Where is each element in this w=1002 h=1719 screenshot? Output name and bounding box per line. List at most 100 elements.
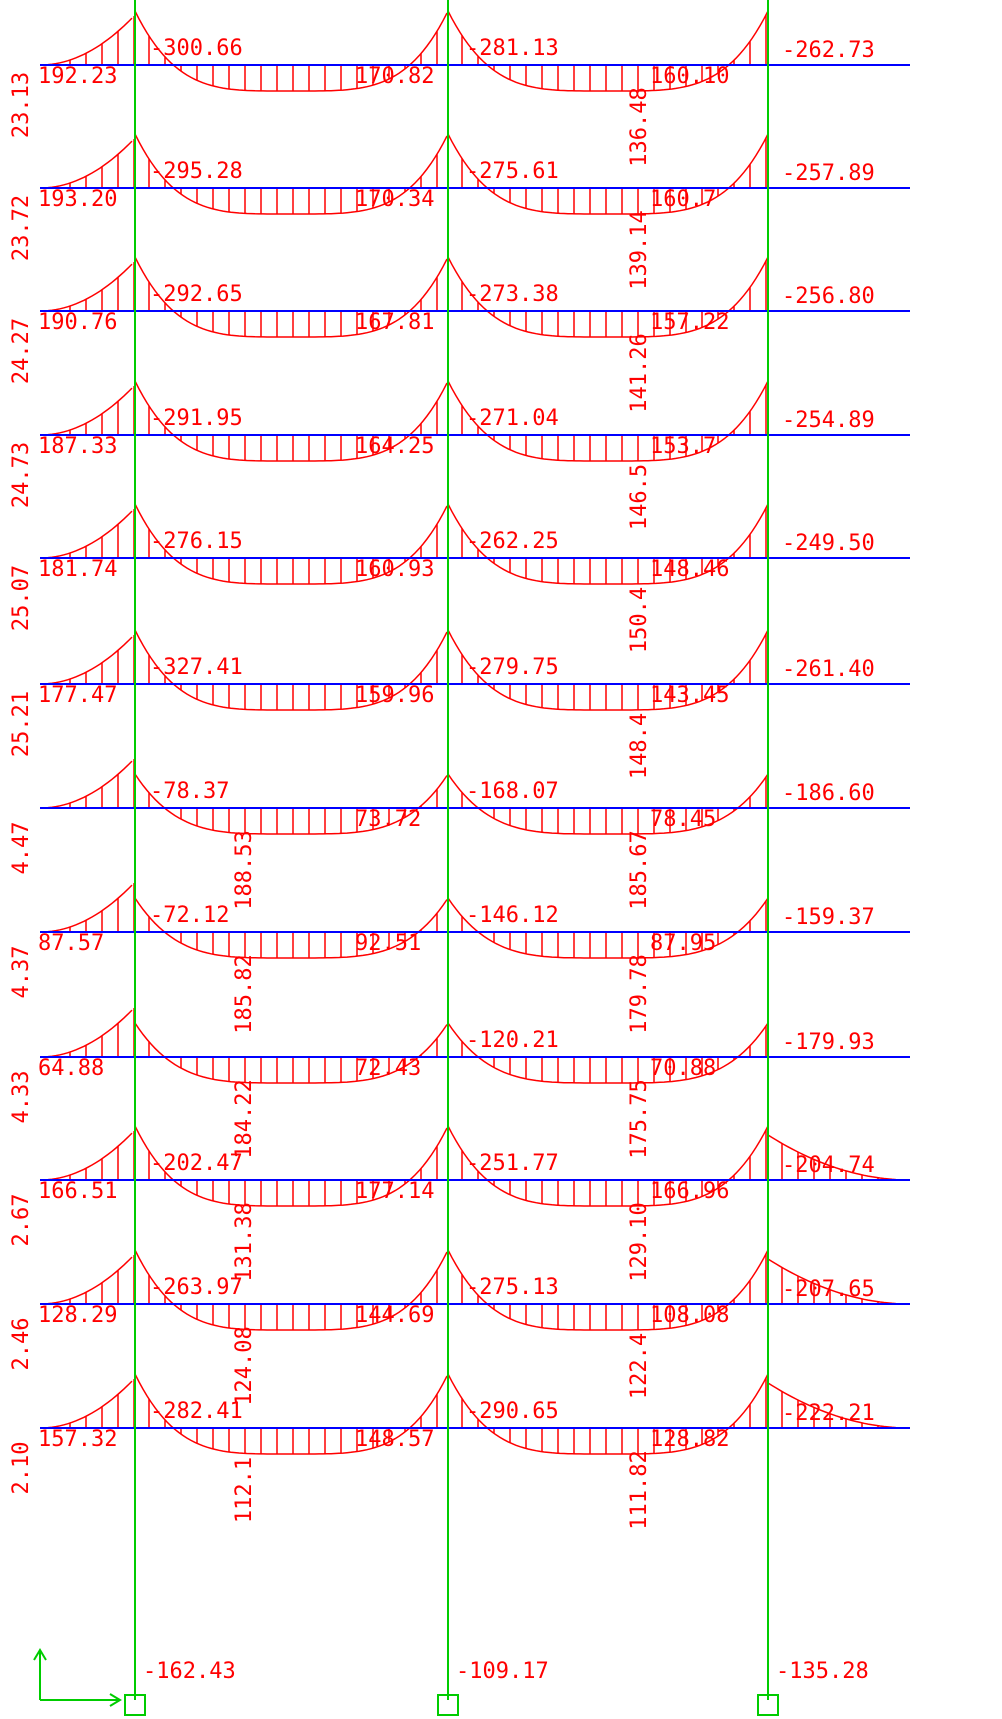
- moment-label: 148.46: [650, 557, 729, 582]
- moment-label: 192.23: [38, 64, 117, 89]
- moment-label: -179.93: [782, 1030, 875, 1055]
- moment-label: 72.43: [355, 1056, 421, 1081]
- moment-label: 170.34: [355, 187, 434, 212]
- span-label: 179.78: [627, 954, 652, 1033]
- moment-curve: [39, 140, 133, 189]
- moment-label: 87.57: [38, 931, 104, 956]
- moment-curve: [134, 897, 448, 959]
- moment-label: -290.65: [466, 1399, 559, 1424]
- span-label: 112.1: [232, 1457, 257, 1523]
- span-label: 185.67: [627, 830, 652, 909]
- support: [124, 1694, 146, 1716]
- moment-label: 166.96: [650, 1179, 729, 1204]
- span-label: 124.08: [232, 1326, 257, 1405]
- moment-label: 170.82: [355, 64, 434, 89]
- moment-label: -276.15: [150, 529, 243, 554]
- moment-label: -295.28: [150, 159, 243, 184]
- moment-curve: [39, 636, 133, 685]
- story-label: 23.13: [9, 72, 34, 138]
- moment-label: -249.50: [782, 531, 875, 556]
- span-label: 111.82: [627, 1450, 652, 1529]
- moment-label: -251.77: [466, 1151, 559, 1176]
- moment-label: 143.45: [650, 683, 729, 708]
- span-label: 129.10: [627, 1202, 652, 1281]
- base-label: -135.28: [776, 1659, 869, 1684]
- story-label: 2.67: [9, 1194, 34, 1247]
- moment-label: -300.66: [150, 36, 243, 61]
- moment-label: 177.47: [38, 683, 117, 708]
- span-label: 122.4: [627, 1333, 652, 1399]
- moment-curve: [39, 1132, 133, 1181]
- moment-label: 160.93: [355, 557, 434, 582]
- story-label: 4.47: [9, 822, 34, 875]
- moment-label: -263.97: [150, 1275, 243, 1300]
- moment-curve: [134, 1125, 448, 1207]
- moment-label: -120.21: [466, 1028, 559, 1053]
- axis-icon: [33, 1648, 122, 1707]
- moment-curve: [447, 1022, 769, 1084]
- story-label: 23.72: [9, 195, 34, 261]
- moment-curve: [134, 10, 448, 92]
- moment-label: 181.74: [38, 557, 117, 582]
- story-label: 4.33: [9, 1071, 34, 1124]
- moment-label: 87.95: [650, 931, 716, 956]
- moment-label: -279.75: [466, 655, 559, 680]
- moment-label: 193.20: [38, 187, 117, 212]
- span-label: 150.4: [627, 587, 652, 653]
- moment-label: 157.22: [650, 310, 729, 335]
- span-label: 131.38: [232, 1202, 257, 1281]
- moment-curve: [134, 773, 448, 835]
- moment-curve: [447, 629, 769, 711]
- moment-curve: [447, 256, 769, 338]
- moment-curve: [447, 10, 769, 92]
- span-label: 148.4: [627, 713, 652, 779]
- story-label: 2.10: [9, 1442, 34, 1495]
- moment-label: -168.07: [466, 779, 559, 804]
- moment-label: 190.76: [38, 310, 117, 335]
- story-label: 2.46: [9, 1318, 34, 1371]
- moment-label: 92.51: [355, 931, 421, 956]
- moment-curve: [447, 1373, 769, 1455]
- moment-label: 177.14: [355, 1179, 434, 1204]
- moment-label: -78.37: [150, 779, 229, 804]
- moment-curve: [767, 1382, 909, 1429]
- moment-label: -222.21: [782, 1401, 875, 1426]
- span-label: 146.5: [627, 464, 652, 530]
- moment-label: -207.65: [782, 1277, 875, 1302]
- story-label: 25.21: [9, 691, 34, 757]
- moment-curve: [39, 884, 133, 933]
- moment-label: 187.33: [38, 434, 117, 459]
- moment-label: 108.08: [650, 1303, 729, 1328]
- moment-curve: [447, 503, 769, 585]
- moment-curve: [39, 760, 133, 809]
- moment-label: 159.96: [355, 683, 434, 708]
- moment-label: 157.32: [38, 1427, 117, 1452]
- moment-label: 160.7: [650, 187, 716, 212]
- moment-label: -146.12: [466, 903, 559, 928]
- moment-curve: [447, 897, 769, 959]
- moment-label: -257.89: [782, 161, 875, 186]
- moment-curve: [134, 1373, 448, 1455]
- span-label: 185.82: [232, 954, 257, 1033]
- moment-label: 64.88: [38, 1056, 104, 1081]
- moment-curve: [447, 1125, 769, 1207]
- moment-curve: [134, 133, 448, 215]
- moment-curve: [39, 1009, 133, 1058]
- span-label: 139.14: [627, 210, 652, 289]
- span-label: 136.48: [627, 87, 652, 166]
- span-label: 184.22: [232, 1079, 257, 1158]
- span-label: 188.53: [232, 830, 257, 909]
- moment-curve: [39, 510, 133, 559]
- moment-curve: [39, 1380, 133, 1429]
- moment-curve: [447, 380, 769, 462]
- span-label: 175.75: [627, 1079, 652, 1158]
- moment-label: -159.37: [782, 905, 875, 930]
- story-label: 4.37: [9, 946, 34, 999]
- moment-label: 128.82: [650, 1427, 729, 1452]
- moment-curve: [447, 773, 769, 835]
- moment-label: -275.61: [466, 159, 559, 184]
- moment-curve: [39, 387, 133, 436]
- moment-curve: [134, 629, 448, 711]
- base-label: -162.43: [143, 1659, 236, 1684]
